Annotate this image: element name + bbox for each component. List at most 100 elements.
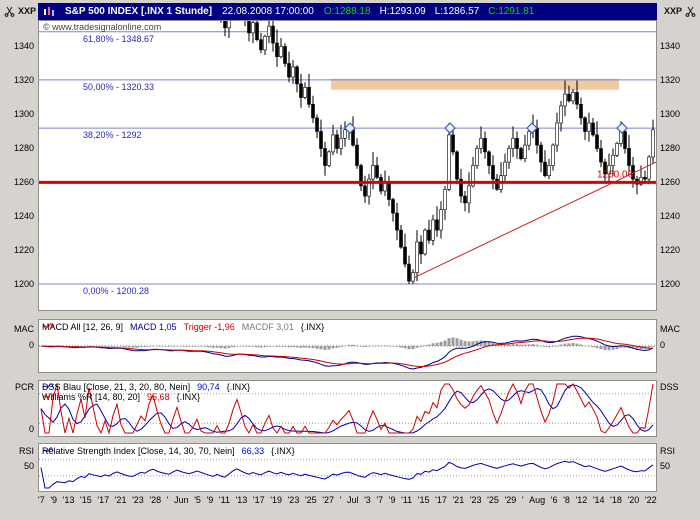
ohlc-value: L:1286.57	[434, 6, 480, 17]
trigger-line	[40, 337, 653, 368]
price-axis-label-right: 1260	[660, 177, 681, 187]
candles	[220, 21, 655, 284]
chart-datetime: 22.08.2008 17:00:00	[222, 6, 314, 17]
indicator-axis-label: PCR	[14, 382, 34, 392]
fib-label: 38,20% - 1292	[83, 130, 142, 140]
macd-panel[interactable]: MACD All [12, 26, 9] MACD 1,05 Trigger -1,…	[38, 319, 657, 373]
macd-chart-svg[interactable]	[39, 320, 656, 372]
time-axis-label: '20	[627, 495, 640, 505]
diamond-marker[interactable]	[616, 122, 628, 134]
time-axis-label: '6	[550, 495, 558, 505]
price-axis-label-left: 1300	[13, 109, 34, 119]
fib-label: 0,00% - 1200.28	[83, 286, 149, 296]
time-axis-label: '17	[252, 495, 265, 505]
time-axis-label: '23	[132, 495, 144, 505]
time-axis-label: '13	[62, 495, 75, 505]
time-axis-label: '7	[38, 495, 45, 505]
rsi-panel[interactable]: Relative Strength Index [Close, 14, 30, …	[38, 443, 657, 492]
indicator-axis-label: 50	[23, 461, 34, 471]
time-axis-label: '	[339, 495, 342, 505]
price-panel[interactable]: 61,80% - 1348.67 50,00% - 1320.33 38,20% -…	[38, 20, 657, 311]
time-axis-label: '11	[401, 495, 413, 505]
time-axis-label: '	[521, 495, 524, 505]
cut-badge-left[interactable]: XXP	[4, 5, 36, 17]
indicator-axis-label: MAC	[660, 324, 680, 334]
dss-chart-svg[interactable]	[39, 381, 656, 436]
fib-label: 50,00% - 1320.33	[83, 82, 154, 92]
williams-line	[40, 382, 654, 435]
time-axis-label: '	[166, 495, 169, 505]
fib-label: 61,80% - 1348.67	[83, 34, 154, 44]
indicator-axis-label: RSI	[660, 446, 676, 456]
macd-line	[40, 335, 654, 370]
time-axis-label: '21	[452, 495, 465, 505]
dss-panel[interactable]: DSS Blau [Close, 21, 3, 20, 80, Nein] 90,…	[38, 380, 657, 437]
time-axis-label: '23	[287, 495, 300, 505]
diamond-marker[interactable]	[444, 122, 456, 134]
badge-label: XXP	[18, 6, 37, 16]
time-axis-label: '17	[97, 495, 110, 505]
indicator-axis-label: RSI	[18, 446, 34, 456]
watermark: © www.tradesignalonline.com	[43, 22, 161, 32]
price-axis-label-left: 1220	[13, 245, 34, 255]
ohlc-values: O:1288.18 H:1293.09 L:1286.57 C:1291.81	[324, 6, 535, 17]
time-axis-label: '28	[149, 495, 162, 505]
time-axis-label: '18	[610, 495, 622, 505]
time-axis-label: '5	[194, 495, 201, 505]
time-axis-label: '21	[114, 495, 127, 505]
price-axis-label-left: 1320	[13, 75, 34, 85]
time-axis-label: Aug	[529, 495, 546, 505]
indicator-axis-label: 0	[660, 340, 666, 350]
price-axis-label-right: 1200	[660, 279, 681, 289]
resistance-zone[interactable]	[331, 78, 619, 90]
time-axis-label: '15	[80, 495, 92, 505]
time-axis-label: '14	[592, 495, 605, 505]
price-axis-label-right: 1320	[660, 75, 681, 85]
time-axis-label: '12	[575, 495, 588, 505]
title-bar[interactable]: S&P 500 INDEX [.INX 1 Stunde] 22.08.2008…	[38, 3, 657, 20]
time-axis-label: '15	[417, 495, 430, 505]
time-axis-label: Jul	[346, 495, 359, 505]
scissors-icon	[685, 6, 696, 17]
time-axis-label: '25	[487, 495, 499, 505]
price-axis-label-left: 1200	[13, 279, 34, 289]
time-axis-label: '13	[235, 495, 248, 505]
ohlc-value: H:1293.09	[379, 6, 426, 17]
time-axis[interactable]: '7 '9 '13 '15 '17 '21 '23 '28 ' Jun '5 '9 '11 '13 '17 '…	[38, 495, 657, 517]
scissors-icon	[4, 6, 15, 17]
price-axis-label-left: 1260	[13, 177, 34, 187]
time-axis-label: Jun	[174, 495, 189, 505]
trendline[interactable]	[413, 161, 656, 279]
badge-label: XXP	[663, 6, 682, 16]
time-axis-label: '25	[304, 495, 317, 505]
ohlc-value: C:1291.81	[488, 6, 535, 17]
price-axis-label-left: 1280	[13, 143, 34, 153]
rsi-line	[40, 460, 654, 489]
price-axis-label-right: 1280	[660, 143, 681, 153]
ohlc-value: O:1288.18	[323, 6, 371, 17]
price-chart-svg[interactable]: 61,80% - 1348.67 50,00% - 1320.33 38,20% -…	[39, 21, 656, 310]
time-axis-label: '27	[322, 495, 335, 505]
indicator-axis-label: 50	[660, 461, 671, 471]
time-axis-label: '3	[364, 495, 371, 505]
cut-badge-right[interactable]: XXP	[664, 5, 696, 17]
time-axis-label: '9	[50, 495, 58, 505]
diamond-marker[interactable]	[344, 122, 356, 134]
price-axis-label-left: 1240	[13, 211, 34, 221]
diamond-marker[interactable]	[526, 122, 538, 134]
indicator-axis-label: 0	[28, 340, 34, 350]
dss-line	[40, 384, 654, 434]
time-axis-label: '8	[563, 495, 570, 505]
price-axis-label-right: 1340	[660, 41, 681, 51]
price-axis-label-right: 1300	[660, 109, 681, 119]
chart-title: S&P 500 INDEX [.INX 1 Stunde]	[65, 6, 213, 17]
time-axis-label: '29	[504, 495, 517, 505]
price-axis-label-right: 1240	[660, 211, 681, 221]
rsi-chart-svg[interactable]	[39, 444, 656, 491]
time-axis-label: '22	[644, 495, 657, 505]
time-axis-label: '11	[218, 495, 230, 505]
indicator-axis-label: MAC	[14, 324, 34, 334]
indicator-axis-label: 0	[28, 424, 34, 434]
price-axis-label-right: 1220	[660, 245, 681, 255]
indicator-axis-label: DSS	[660, 382, 679, 392]
